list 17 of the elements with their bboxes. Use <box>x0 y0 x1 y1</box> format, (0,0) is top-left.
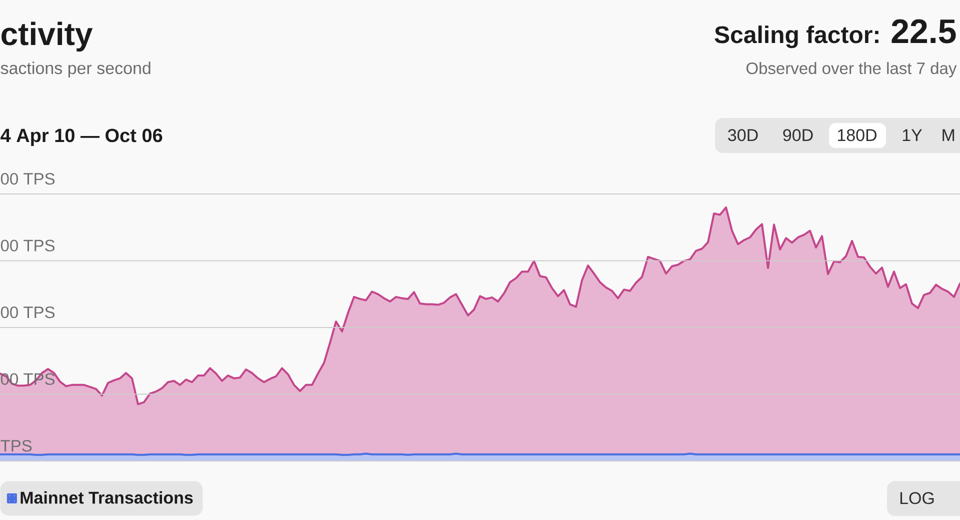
text: 90D <box>783 129 813 142</box>
text: 00 TPS <box>0 172 55 185</box>
annotation: 00 TPS <box>0 306 55 318</box>
text: 30D <box>728 129 758 142</box>
text: 1Y <box>902 129 922 141</box>
text: Observed over the last 7 day <box>746 62 957 78</box>
chart-subtitle: sactions per second <box>0 62 150 78</box>
chart-title: ctivity <box>2 22 93 52</box>
text: M <box>942 129 954 141</box>
annotation: TPS <box>0 440 32 452</box>
text: 22.5 <box>892 19 956 44</box>
annotation: 00 TPS <box>0 240 55 252</box>
text: Scaling factor: <box>714 26 878 48</box>
legend-label: Mainnet Transactions <box>20 491 193 504</box>
text: 4 Apr 10 — Oct 06 <box>0 128 162 146</box>
text: 180D <box>838 129 876 142</box>
text: LOG <box>900 492 934 504</box>
